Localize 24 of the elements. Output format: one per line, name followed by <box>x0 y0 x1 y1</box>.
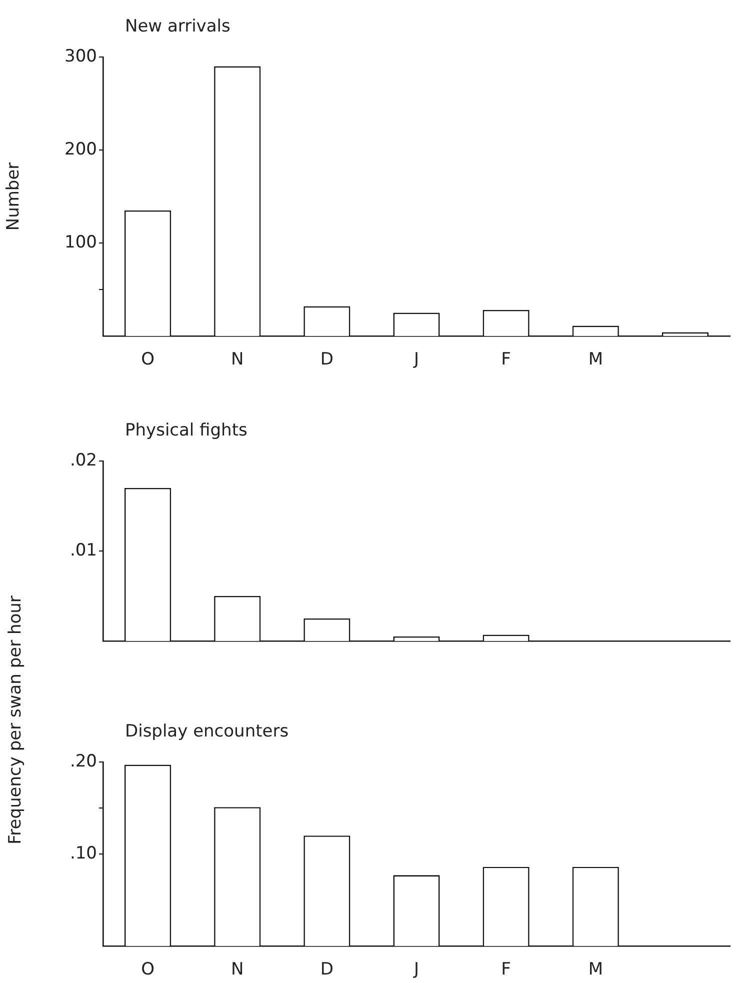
y-tick-label: .20 <box>70 751 97 772</box>
y-tick-label: .01 <box>70 540 97 560</box>
x-tick-label: F <box>501 960 511 980</box>
x-tick-label: M <box>588 960 603 980</box>
y-tick-label: 100 <box>64 232 97 252</box>
chart-title: New arrivals <box>125 16 231 36</box>
y-tick-label: 200 <box>64 139 97 160</box>
x-tick-label: D <box>320 350 334 370</box>
x-tick-label: J <box>412 350 420 370</box>
y-axis-title: Frequency per swan per hour <box>5 596 25 844</box>
x-tick-label: J <box>412 960 420 980</box>
x-tick-label: M <box>588 350 603 370</box>
x-tick-label: F <box>501 350 511 370</box>
y-tick-label: 300 <box>64 46 97 66</box>
x-tick-label: O <box>141 960 154 980</box>
y-tick-label: .02 <box>70 450 97 470</box>
chart-title: Physical fights <box>125 420 248 440</box>
x-tick-label: N <box>231 960 244 980</box>
y-axis-title: Number <box>4 162 24 231</box>
y-tick-label: .10 <box>70 843 97 864</box>
x-tick-label: O <box>141 350 154 370</box>
chart-title: Display encounters <box>125 721 289 742</box>
x-tick-label: N <box>231 350 244 370</box>
x-tick-label: D <box>320 960 334 980</box>
